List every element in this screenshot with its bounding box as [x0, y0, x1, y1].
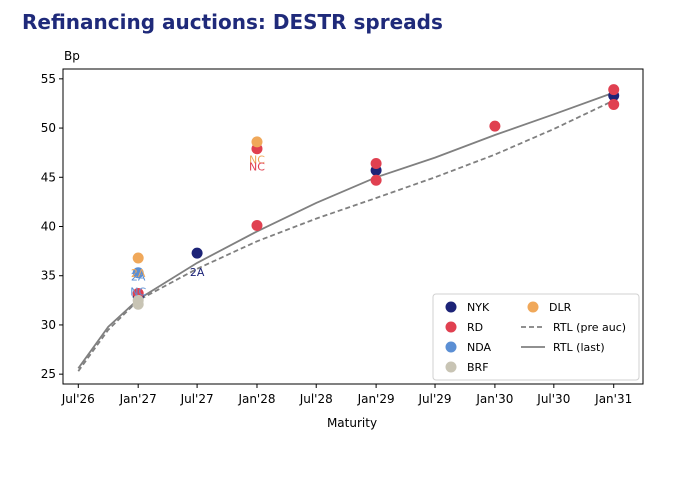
legend-marker: [527, 301, 539, 313]
data-point: [608, 84, 620, 96]
data-point: [489, 120, 501, 132]
point-annotation: 2A: [131, 267, 146, 280]
legend-label: RTL (pre auc): [553, 321, 626, 334]
x-axis-label: Maturity: [327, 416, 377, 430]
data-point: [251, 136, 263, 148]
data-point: [251, 220, 263, 232]
x-tick-label: Jul'30: [536, 392, 570, 406]
series-line: [77, 91, 615, 369]
x-tick-label: Jul'27: [180, 392, 214, 406]
y-tick-label: 35: [41, 269, 56, 283]
data-point: [132, 252, 144, 264]
legend-marker: [445, 341, 457, 353]
legend-box: [432, 293, 640, 381]
x-tick-label: Jan'29: [357, 392, 395, 406]
legend-label: RTL (last): [553, 341, 605, 354]
legend: NYK RD NDA BRF DLR RTL (pre auc) RTL (last): [432, 293, 640, 381]
y-tick-label: 55: [41, 72, 56, 86]
legend-label: RD: [467, 321, 483, 334]
data-point: [132, 298, 144, 310]
legend-label: BRF: [467, 361, 489, 374]
legend-label: NYK: [467, 301, 490, 314]
x-tick-label: Jan'30: [475, 392, 513, 406]
x-tick-label: Jan'31: [594, 392, 632, 406]
point-annotation: NC: [130, 285, 146, 298]
lines-layer: [77, 91, 615, 372]
x-tick-label: Jul'29: [417, 392, 451, 406]
y-tick-label: 30: [41, 318, 56, 332]
data-point: [191, 247, 203, 259]
x-ticks: Jul'26 Jan'27 Jul'27 Jan'28 Jul'28 Jan'29 Jul'…: [61, 384, 632, 406]
data-point: [370, 174, 382, 186]
legend-marker: [445, 361, 457, 373]
data-point: [370, 158, 382, 169]
x-tick-label: Jul'26: [61, 392, 95, 406]
y-tick-label: 50: [41, 121, 56, 135]
point-annotation: NC: [249, 160, 265, 173]
series-line: [77, 99, 615, 372]
x-tick-label: Jan'28: [237, 392, 275, 406]
point-annotation: NC: [249, 154, 265, 167]
y-ticks: 25 30 35 40 45 50 55: [41, 72, 63, 381]
legend-label: DLR: [549, 301, 572, 314]
point-annotation: 2A: [131, 271, 146, 284]
legend-marker: [445, 301, 457, 313]
x-tick-label: Jul'28: [299, 392, 333, 406]
y-tick-label: 40: [41, 220, 56, 234]
page-title: Refinancing auctions: DESTR spreads: [22, 10, 443, 34]
y-axis-label: Bp: [64, 49, 80, 63]
y-tick-label: 25: [41, 367, 56, 381]
data-point: [132, 267, 144, 279]
legend-marker: [445, 321, 457, 333]
point-annotation: 2A: [190, 266, 205, 279]
y-tick-label: 45: [41, 170, 56, 184]
data-point: [608, 98, 620, 110]
x-tick-label: Jan'27: [119, 392, 157, 406]
legend-label: NDA: [467, 341, 492, 354]
points-layer: [132, 84, 620, 310]
